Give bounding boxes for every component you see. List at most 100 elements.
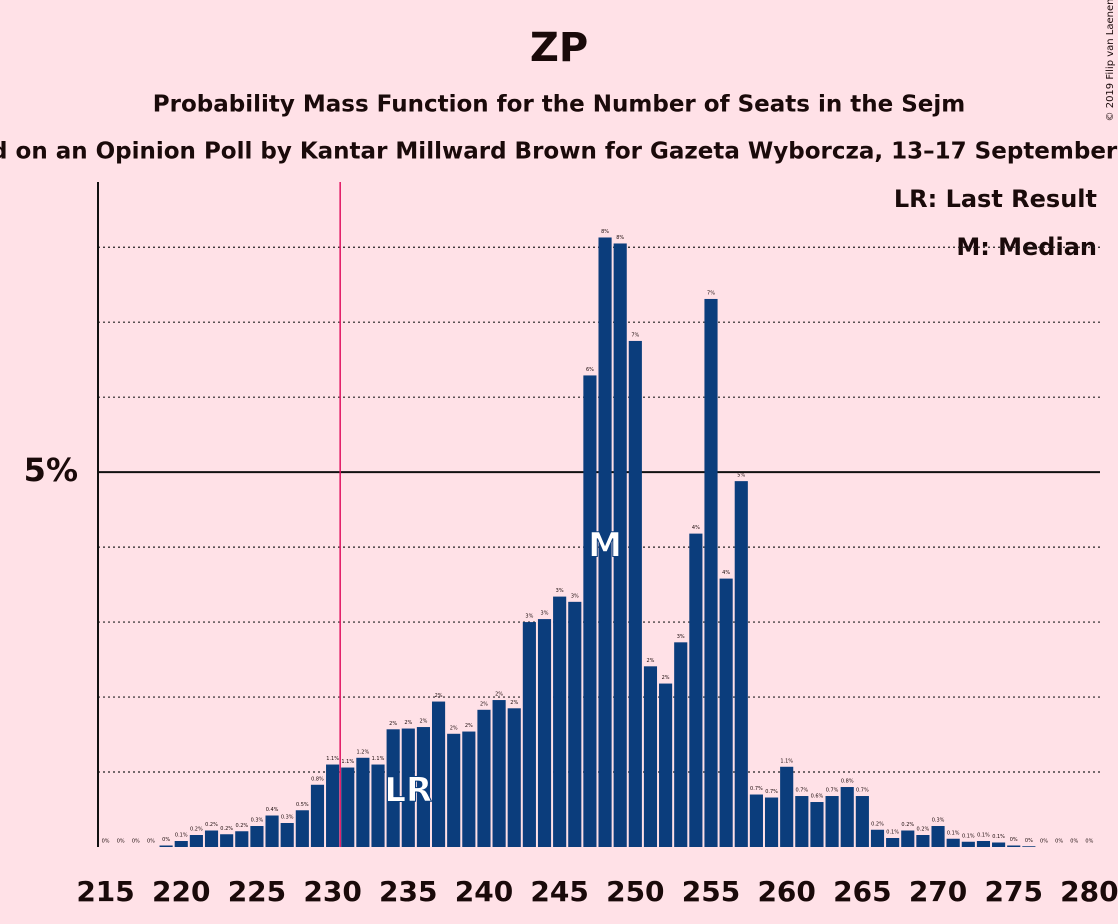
data-label: 0% — [102, 839, 110, 845]
data-label: 3% — [541, 611, 549, 617]
bar — [356, 757, 370, 847]
bar — [220, 834, 234, 847]
bar — [568, 601, 582, 847]
bar — [1022, 846, 1036, 847]
data-label: 2% — [495, 692, 503, 698]
bar — [946, 838, 960, 847]
data-label: 0% — [1085, 839, 1093, 845]
bar — [326, 764, 340, 847]
data-label: 0.1% — [962, 833, 975, 839]
bar — [689, 533, 703, 847]
data-label: 2% — [404, 720, 412, 726]
x-tick-label: 280 — [1060, 875, 1118, 908]
bar — [341, 767, 355, 847]
bar — [189, 835, 203, 847]
data-label: 2% — [662, 675, 670, 681]
legend-entry: M: Median — [956, 233, 1097, 261]
bar — [371, 764, 385, 847]
bar — [870, 829, 885, 847]
data-label: 0.7% — [795, 788, 808, 794]
bar — [780, 766, 794, 847]
data-label: 0.1% — [886, 830, 899, 836]
x-tick-label: 255 — [682, 875, 740, 908]
data-label: 0% — [117, 839, 125, 845]
bar — [386, 729, 400, 847]
bar — [1007, 845, 1021, 847]
bar — [961, 841, 975, 847]
x-tick-label: 270 — [909, 875, 967, 908]
data-label: 0.8% — [841, 779, 854, 785]
data-label: 2% — [510, 700, 518, 706]
data-label: 0.2% — [235, 823, 248, 829]
data-label: 0% — [162, 837, 170, 843]
bar — [719, 578, 733, 847]
bar — [795, 796, 809, 847]
chart-title: ZP — [530, 25, 588, 71]
data-label: 0.6% — [811, 794, 824, 800]
bar — [477, 709, 491, 847]
data-label: 0.3% — [932, 818, 945, 824]
data-label: 0.1% — [175, 833, 188, 839]
data-label: 1.1% — [372, 756, 385, 762]
bar — [159, 845, 173, 847]
bar — [855, 796, 869, 847]
data-label: 7% — [707, 290, 715, 296]
data-label: 0.7% — [765, 789, 778, 795]
data-label: 8% — [601, 229, 609, 235]
x-tick-label: 265 — [833, 875, 891, 908]
data-label: 3% — [571, 593, 579, 599]
data-label: 0.2% — [901, 822, 914, 828]
x-tick-label: 260 — [757, 875, 815, 908]
bar — [280, 823, 294, 847]
x-tick-label: 240 — [455, 875, 513, 908]
data-label: 1.1% — [341, 759, 354, 765]
bar — [507, 708, 521, 847]
data-label: 0.2% — [205, 822, 218, 828]
x-tick-label: 220 — [152, 875, 210, 908]
bar — [235, 831, 249, 847]
bar — [886, 838, 900, 847]
bar — [250, 826, 264, 847]
data-label: 0% — [1040, 839, 1048, 845]
data-label: 2% — [389, 721, 397, 727]
x-tick-label: 245 — [530, 875, 588, 908]
x-tick-label: 225 — [228, 875, 286, 908]
data-label: 0.3% — [251, 818, 264, 824]
bar — [447, 733, 461, 847]
x-tick-label: 215 — [76, 875, 134, 908]
bar — [643, 666, 658, 847]
data-label: 0.1% — [977, 833, 990, 839]
data-label: 2% — [480, 701, 488, 707]
data-label: 0.7% — [826, 788, 839, 794]
bar — [431, 701, 446, 847]
data-label: 2% — [419, 719, 427, 725]
data-label: 0.2% — [190, 827, 203, 833]
bar — [916, 835, 930, 847]
bar — [734, 481, 748, 847]
bar — [553, 596, 567, 847]
data-label: 0.2% — [220, 826, 233, 832]
data-label: 0.8% — [311, 776, 324, 782]
bar — [416, 727, 430, 847]
data-label: 0.1% — [947, 830, 960, 836]
x-tick-label: 235 — [379, 875, 437, 908]
bar — [310, 784, 325, 847]
bar — [764, 797, 779, 847]
bar — [174, 841, 188, 847]
bar — [583, 375, 597, 847]
data-label: 0.7% — [750, 786, 763, 792]
bar — [810, 802, 824, 847]
bar — [901, 830, 915, 847]
data-label: 0.5% — [296, 802, 309, 808]
data-label: 0% — [1070, 839, 1078, 845]
bar — [628, 340, 642, 847]
data-label: 0% — [1055, 839, 1063, 845]
data-label: 0.2% — [871, 821, 884, 827]
data-label: 4% — [692, 525, 700, 531]
x-tick-label: 275 — [984, 875, 1042, 908]
data-label: 1.2% — [357, 749, 370, 755]
data-label: 2% — [450, 725, 458, 731]
bar — [598, 237, 612, 848]
bar — [704, 298, 718, 847]
